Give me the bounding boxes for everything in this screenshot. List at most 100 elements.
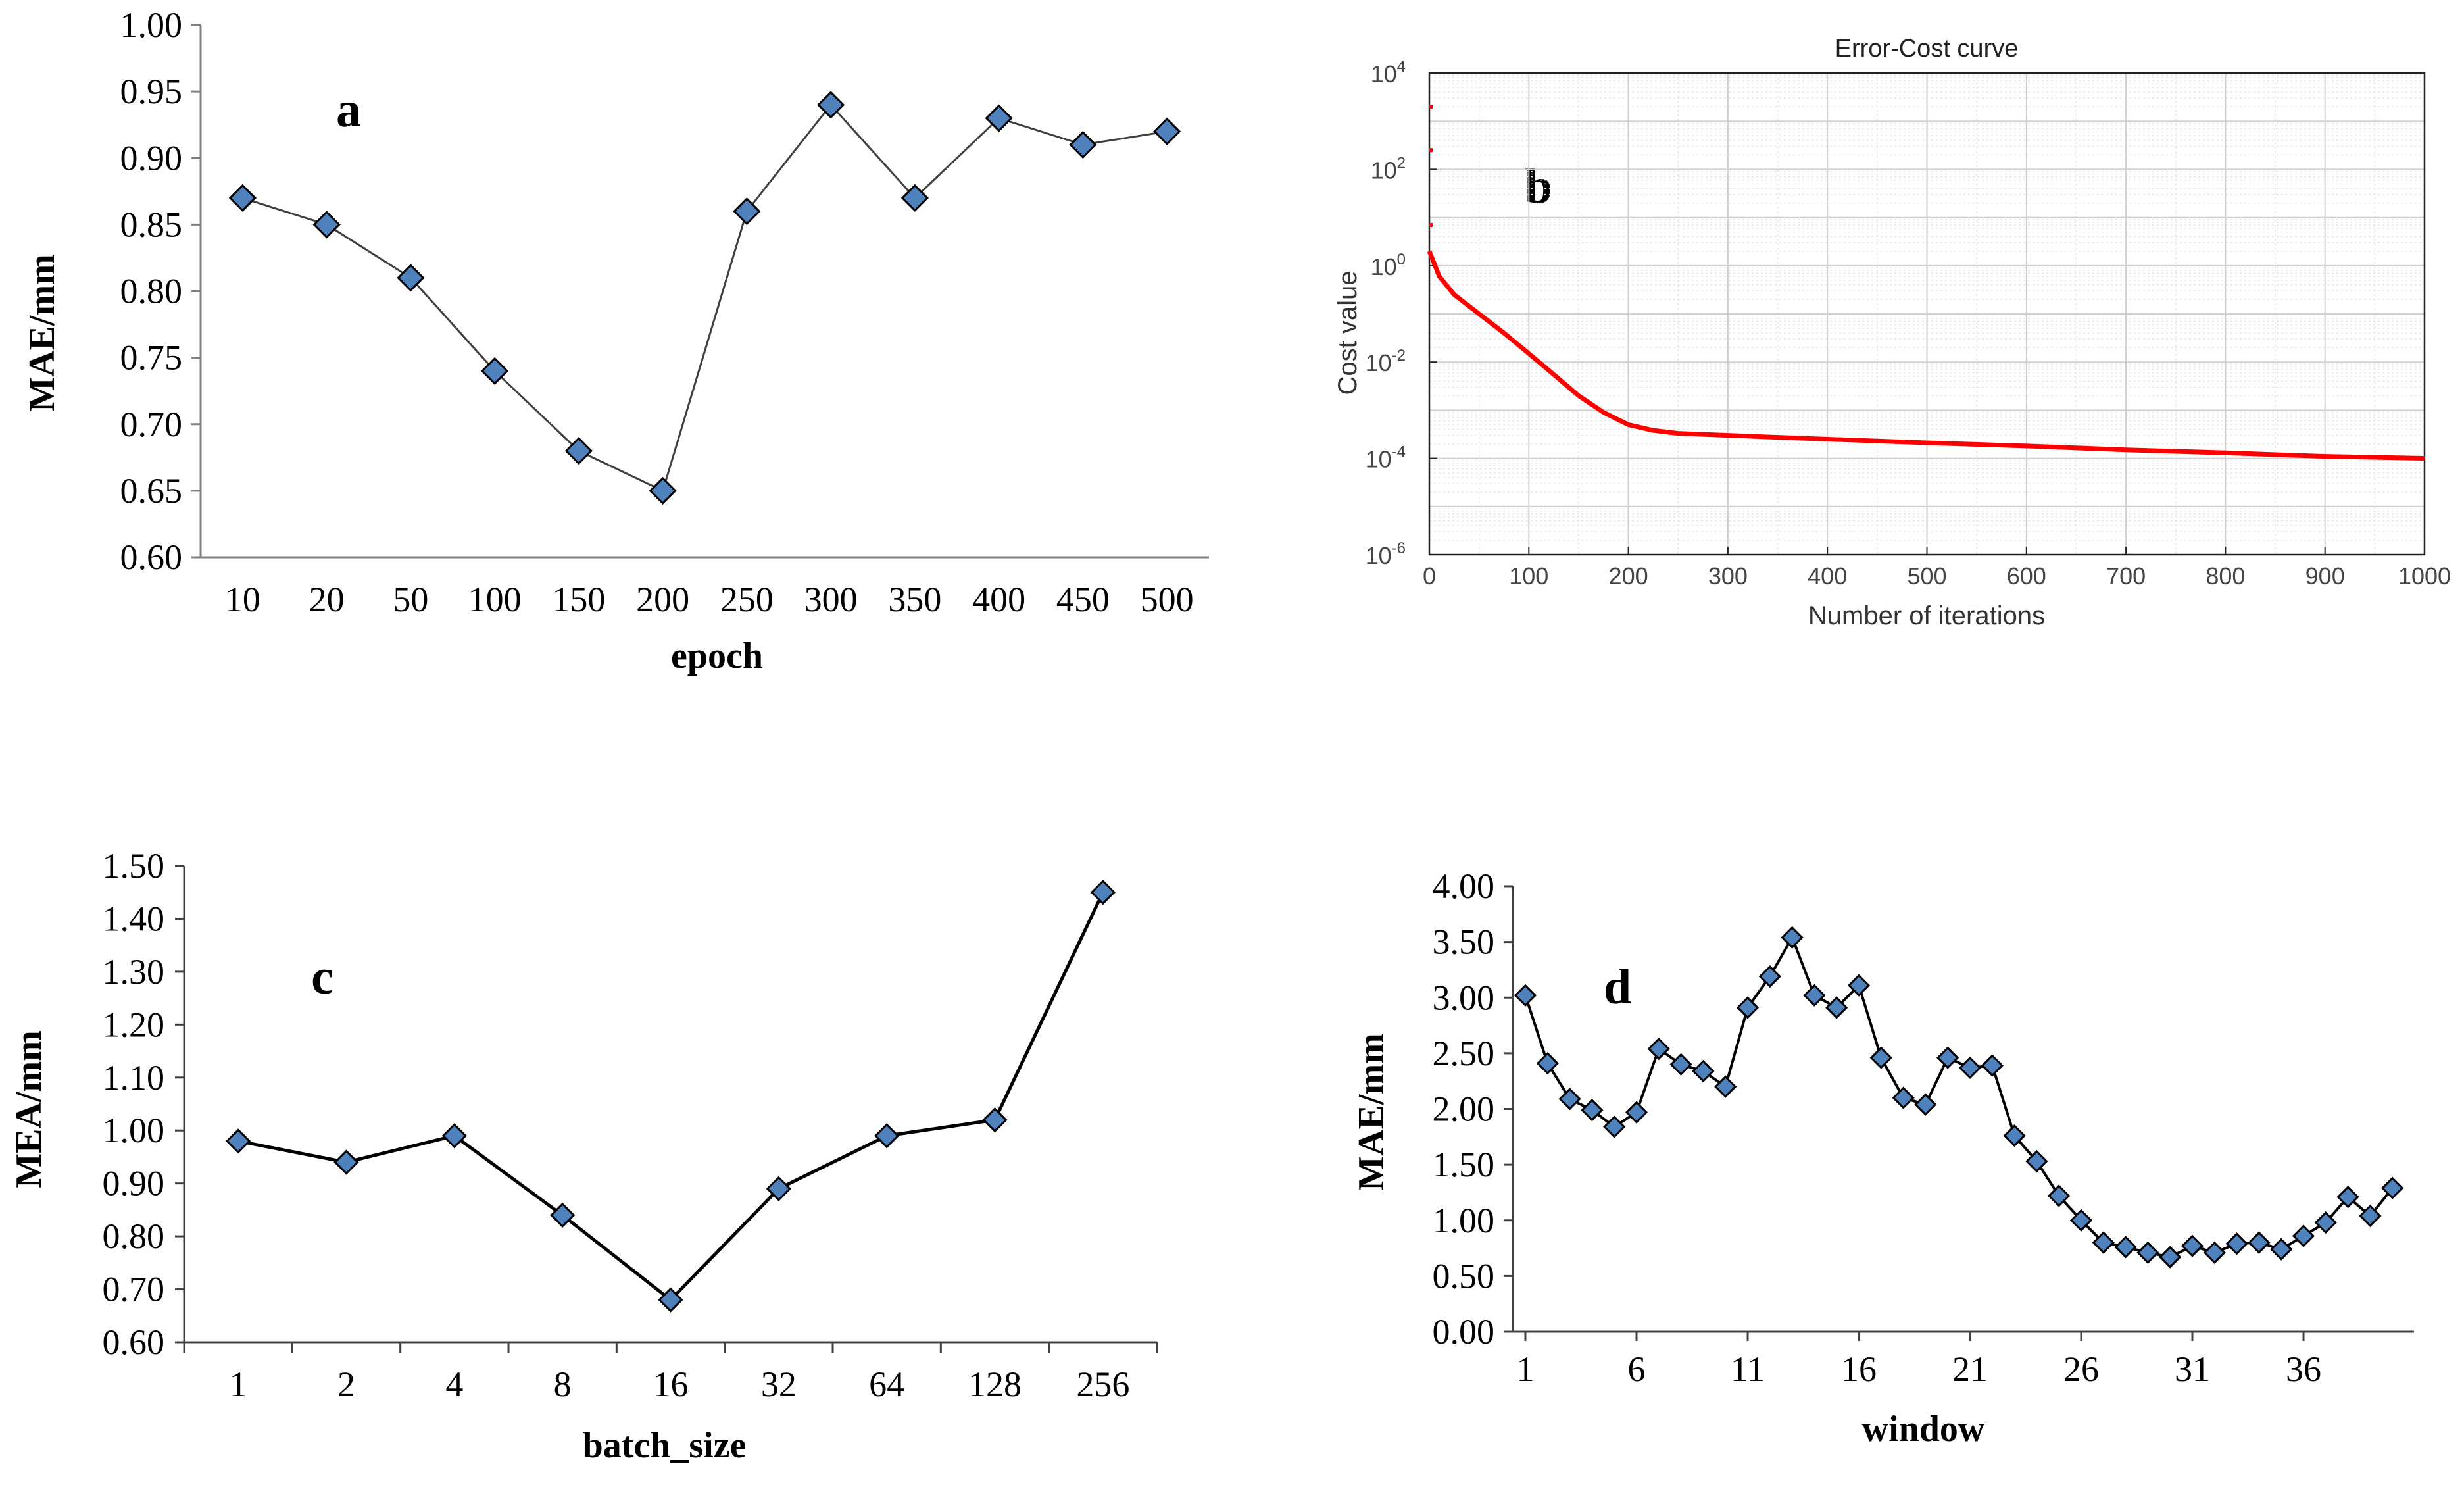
chart-b-y-axis-title: Cost value (1333, 271, 1362, 395)
chart-c-x-tick-label: 4 (445, 1365, 463, 1404)
chart-d-data-point (2069, 1209, 2093, 1232)
chart-d-y-tick-label: 0.00 (1433, 1312, 1495, 1351)
chart-a-x-tick-label: 200 (636, 580, 689, 619)
chart-c-x-tick-label: 16 (653, 1365, 689, 1404)
chart-c-x-tick-label: 256 (1076, 1365, 1129, 1404)
chart-a: a epoch MAE/mm 0.60 0.65 0.70 0.75 0.80 0.85 0… (22, 5, 1209, 676)
chart-a-y-tick-label: 0.80 (120, 272, 183, 311)
chart-b-series-line (1427, 250, 2425, 461)
chart-d-data-point (2092, 1231, 2115, 1254)
chart-b-outlier-point (1429, 222, 1433, 227)
chart-d-y-tick-label: 0.50 (1433, 1256, 1495, 1296)
chart-d-data-point (2336, 1186, 2359, 1209)
chart-a-x-tick-label: 400 (972, 580, 1025, 619)
chart-a-data-point (1153, 117, 1181, 145)
chart-a-y-tick-label: 0.75 (120, 338, 183, 378)
chart-d: d window MAE/mm 0.00 0.50 1.00 1.50 2.00 2.50… (1351, 867, 2414, 1449)
chart-d-data-point (2225, 1232, 2248, 1255)
chart-a-x-tick-label: 350 (888, 580, 941, 619)
chart-c-y-tick-label: 0.90 (103, 1164, 165, 1203)
chart-a-data-point (900, 184, 929, 213)
chart-d-data-point (2181, 1234, 2204, 1257)
chart-d-data-point (2359, 1204, 2382, 1228)
chart-d-y-tick-label: 1.00 (1433, 1201, 1495, 1240)
chart-b-y-tick-label: 104 (1371, 58, 1406, 88)
chart-c: c batch_size MEA/mm 0.60 0.70 0.80 0.90 1.00… (9, 846, 1158, 1466)
chart-d-data-point (1603, 1115, 1626, 1138)
chart-d-x-axis-title: window (1862, 1409, 1985, 1449)
chart-d-x-tick-label: 11 (1731, 1349, 1765, 1389)
chart-a-x-tick-label: 500 (1141, 580, 1194, 619)
chart-d-data-point (1892, 1086, 1915, 1109)
chart-d-series-line (1524, 934, 2394, 1259)
chart-c-y-tick-label: 1.50 (103, 846, 165, 886)
chart-b-x-tick-label: 400 (1808, 563, 1847, 590)
chart-d-data-point (2159, 1246, 2182, 1269)
chart-b-x-tick-label: 500 (1907, 563, 1946, 590)
chart-d-x-tick-label: 31 (2175, 1349, 2210, 1389)
chart-a-data-point (312, 211, 341, 239)
chart-b-x-tick-label: 0 (1423, 563, 1436, 590)
chart-d-data-point (2003, 1124, 2026, 1147)
chart-a-y-tick-label: 1.00 (120, 5, 183, 45)
chart-d-data-point (1847, 974, 1871, 997)
chart-d-data-point (1714, 1075, 1737, 1098)
chart-a-y-tick-label: 0.65 (120, 471, 183, 511)
chart-d-data-point (1981, 1054, 2004, 1077)
chart-c-y-tick-label: 0.80 (103, 1217, 165, 1256)
chart-a-x-tick-label: 50 (393, 580, 428, 619)
chart-d-x-tick-label: 36 (2286, 1349, 2321, 1389)
chart-a-x-tick-label: 250 (720, 580, 774, 619)
chart-d-data-point (1914, 1093, 1937, 1116)
chart-c-data-point (333, 1149, 359, 1175)
chart-d-data-point (1758, 965, 1781, 988)
chart-d-data-point (1625, 1101, 1648, 1124)
chart-c-y-tick-label: 1.10 (103, 1058, 165, 1097)
chart-a-data-point (481, 357, 509, 385)
chart-d-data-point (2270, 1238, 2293, 1261)
chart-a-series-line (242, 103, 1168, 492)
chart-b-y-tick-label: 10-2 (1366, 347, 1406, 376)
chart-d-data-point (1669, 1053, 1692, 1076)
chart-b-x-tick-label: 900 (2305, 563, 2345, 590)
chart-a-data-point (817, 91, 845, 119)
chart-b-outlier-point (1429, 105, 1433, 109)
chart-c-x-tick-label: 32 (761, 1365, 797, 1404)
chart-d-x-tick-label: 16 (1841, 1349, 1877, 1389)
chart-b-outlier-point (1429, 148, 1433, 153)
chart-c-data-point (658, 1287, 683, 1313)
chart-a-y-tick-label: 0.60 (120, 538, 183, 577)
chart-d-data-point (1803, 984, 1826, 1007)
chart-c-y-tick-label: 1.30 (103, 952, 165, 992)
chart-c-x-tick-label: 1 (230, 1365, 247, 1404)
chart-d-data-point (1647, 1037, 1670, 1061)
chart-c-x-tick-label: 2 (337, 1365, 355, 1404)
chart-a-y-tick-label: 0.95 (120, 72, 183, 111)
chart-c-data-point (441, 1123, 467, 1149)
chart-d-y-tick-label: 4.00 (1433, 867, 1495, 906)
chart-a-x-tick-label: 150 (552, 580, 605, 619)
chart-b: Error-Cost curve b Number of iterations … (1333, 35, 2451, 630)
chart-b-y-tick-label: 102 (1371, 154, 1406, 184)
chart-d-y-tick-label: 2.50 (1433, 1034, 1495, 1073)
chart-a-y-tick-label: 0.85 (120, 205, 183, 244)
chart-a-data-point (564, 437, 593, 465)
chart-b-x-tick-label: 200 (1609, 563, 1648, 590)
chart-a-data-point (1069, 130, 1097, 159)
chart-b-x-axis-title: Number of iterations (1808, 601, 2045, 630)
chart-b-x-tick-label: 1000 (2398, 563, 2451, 590)
chart-d-data-point (1825, 996, 1848, 1019)
chart-c-y-tick-label: 0.70 (103, 1270, 165, 1309)
chart-b-y-tick-label: 100 (1371, 251, 1406, 280)
chart-d-panel-label: d (1604, 959, 1631, 1015)
chart-b-y-tick-label: 10-4 (1366, 443, 1406, 473)
chart-c-data-point (982, 1107, 1008, 1133)
chart-c-data-point (226, 1128, 251, 1154)
chart-d-y-tick-label: 1.50 (1433, 1145, 1495, 1184)
chart-a-data-point (733, 197, 761, 226)
chart-c-y-tick-label: 1.20 (103, 1005, 165, 1044)
chart-b-x-tick-label: 300 (1708, 563, 1748, 590)
chart-c-y-tick-label: 1.40 (103, 899, 165, 938)
chart-a-data-point (397, 264, 425, 292)
